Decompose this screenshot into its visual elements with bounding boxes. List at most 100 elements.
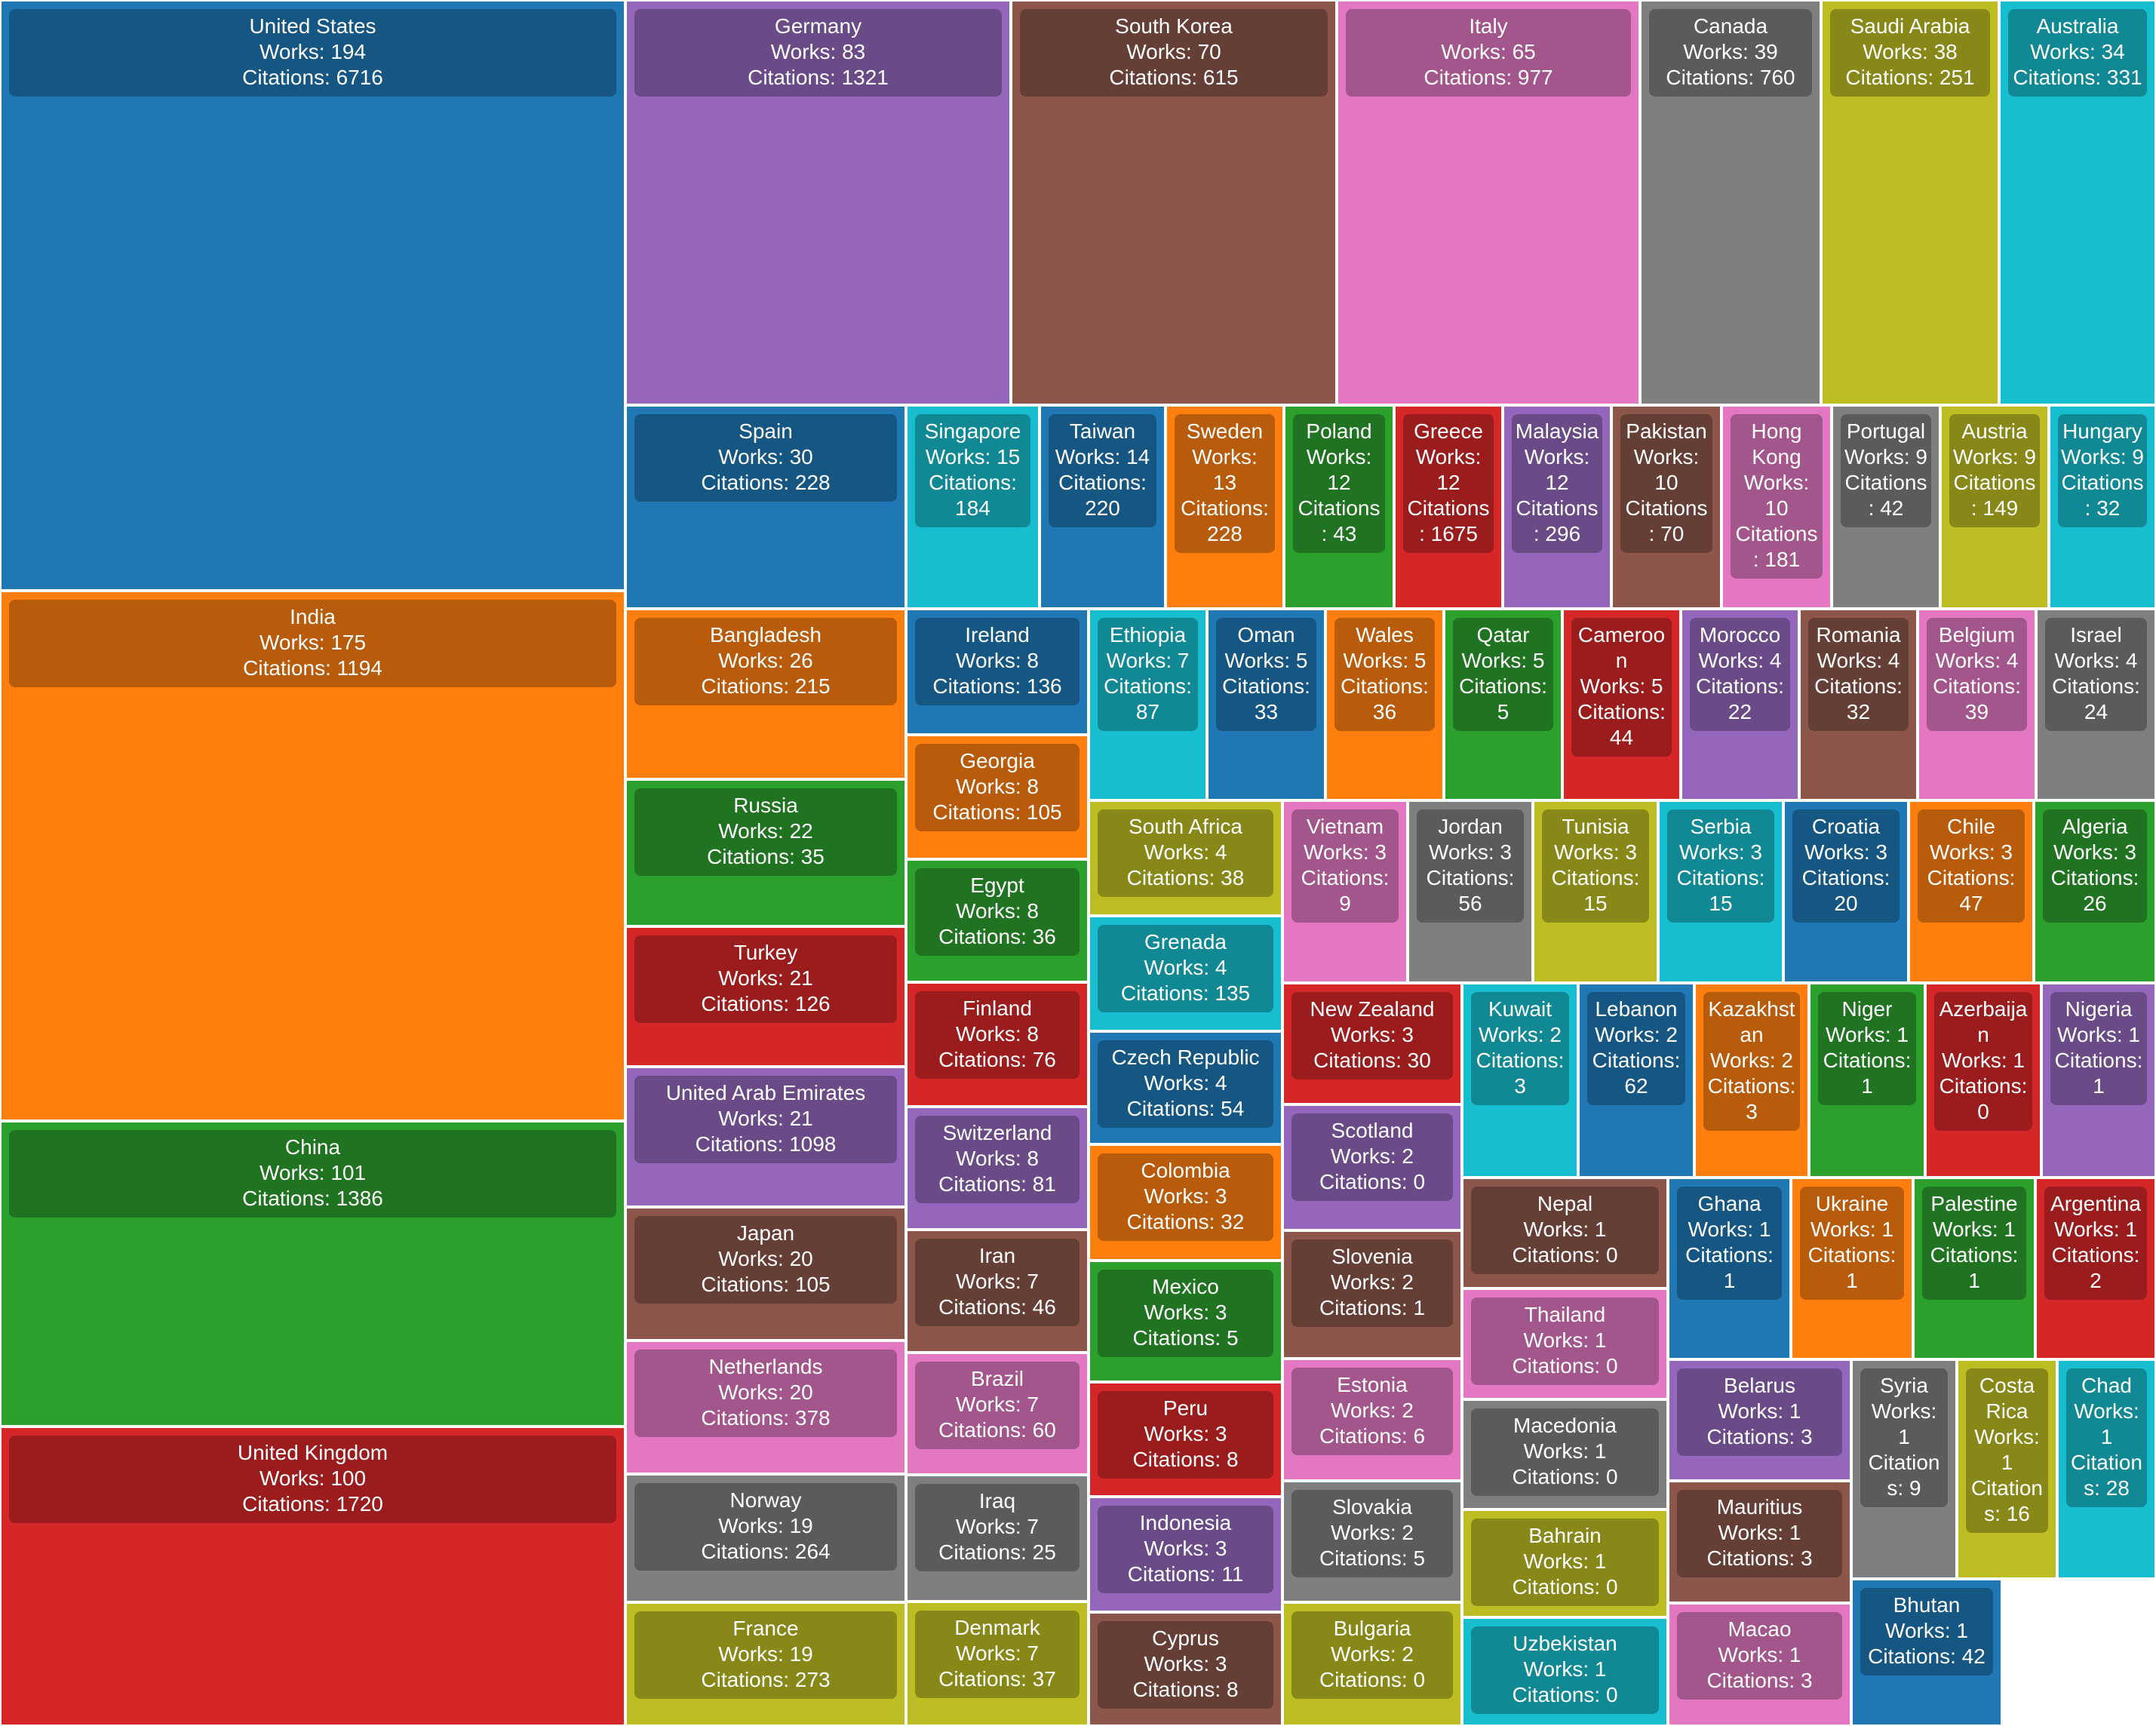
tile-estonia[interactable]: Estonia Works: 2 Citations: 6 <box>1282 1359 1462 1481</box>
tile-bulgaria[interactable]: Bulgaria Works: 2 Citations: 0 <box>1282 1602 1462 1726</box>
tile-belgium[interactable]: Belgium Works: 4 Citations: 39 <box>1918 609 2036 800</box>
country-name: Ukraine <box>1815 1192 1889 1215</box>
tile-sweden[interactable]: Sweden Works: 13 Citations: 228 <box>1166 405 1284 609</box>
tile-malaysia[interactable]: Malaysia Works: 12 Citations: 296 <box>1503 405 1611 609</box>
tile-argentina[interactable]: Argentina Works: 1 Citations: 2 <box>2035 1178 2156 1359</box>
tile-nigeria[interactable]: Nigeria Works: 1 Citations: 1 <box>2041 983 2156 1178</box>
tile-uzbekistan[interactable]: Uzbekistan Works: 1 Citations: 0 <box>1462 1617 1668 1726</box>
tile-lebanon[interactable]: Lebanon Works: 2 Citations: 62 <box>1578 983 1694 1178</box>
tile-turkey[interactable]: Turkey Works: 21 Citations: 126 <box>625 926 906 1067</box>
tile-qatar[interactable]: Qatar Works: 5 Citations: 5 <box>1444 609 1562 800</box>
tile-pakistan[interactable]: Pakistan Works: 10 Citations: 70 <box>1611 405 1721 609</box>
tile-ukraine[interactable]: Ukraine Works: 1 Citations: 1 <box>1791 1178 1913 1359</box>
tile-greece[interactable]: Greece Works: 12 Citations: 1675 <box>1394 405 1503 609</box>
tile-brazil[interactable]: Brazil Works: 7 Citations: 60 <box>906 1353 1089 1475</box>
tile-new-zealand[interactable]: New Zealand Works: 3 Citations: 30 <box>1282 983 1462 1104</box>
tile-cyprus[interactable]: Cyprus Works: 3 Citations: 8 <box>1089 1612 1282 1726</box>
tile-czech-republic[interactable]: Czech Republic Works: 4 Citations: 54 <box>1089 1031 1282 1144</box>
tile-algeria[interactable]: Algeria Works: 3 Citations: 26 <box>2034 800 2156 983</box>
tile-tunisia[interactable]: Tunisia Works: 3 Citations: 15 <box>1533 800 1658 983</box>
tile-mexico[interactable]: Mexico Works: 3 Citations: 5 <box>1089 1261 1282 1382</box>
tile-kazakhstan[interactable]: Kazakhstan Works: 2 Citations: 3 <box>1694 983 1809 1178</box>
tile-macao[interactable]: Macao Works: 1 Citations: 3 <box>1668 1603 1851 1726</box>
tile-cameroon[interactable]: Cameroon Works: 5 Citations: 44 <box>1562 609 1681 800</box>
tile-niger[interactable]: Niger Works: 1 Citations: 1 <box>1809 983 1925 1178</box>
tile-colombia[interactable]: Colombia Works: 3 Citations: 32 <box>1089 1144 1282 1261</box>
tile-serbia[interactable]: Serbia Works: 3 Citations: 15 <box>1658 800 1783 983</box>
tile-hungary[interactable]: Hungary Works: 9 Citations: 32 <box>2049 405 2156 609</box>
tile-united-states[interactable]: United States Works: 194 Citations: 6716 <box>0 0 625 591</box>
tile-united-arab-emirates[interactable]: United Arab Emirates Works: 21 Citations: … <box>625 1067 906 1207</box>
works-value: Works: 3 <box>1554 840 1637 864</box>
tile-nepal[interactable]: Nepal Works: 1 Citations: 0 <box>1462 1178 1668 1288</box>
tile-taiwan[interactable]: Taiwan Works: 14 Citations: 220 <box>1040 405 1166 609</box>
tile-bahrain[interactable]: Bahrain Works: 1 Citations: 0 <box>1462 1509 1668 1617</box>
works-value: Works: 3 <box>1679 840 1762 864</box>
tile-vietnam[interactable]: Vietnam Works: 3 Citations: 9 <box>1282 800 1408 983</box>
tile-thailand[interactable]: Thailand Works: 1 Citations: 0 <box>1462 1288 1668 1399</box>
tile-saudi-arabia[interactable]: Saudi Arabia Works: 38 Citations: 251 <box>1821 0 1999 405</box>
tile-costa-rica[interactable]: Costa Rica Works: 1 Citations: 16 <box>1957 1359 2057 1579</box>
tile-palestine[interactable]: Palestine Works: 1 Citations: 1 <box>1913 1178 2035 1359</box>
tile-belarus[interactable]: Belarus Works: 1 Citations: 3 <box>1668 1359 1851 1481</box>
tile-russia[interactable]: Russia Works: 22 Citations: 35 <box>625 779 906 926</box>
tile-india[interactable]: India Works: 175 Citations: 1194 <box>0 591 625 1121</box>
tile-china[interactable]: China Works: 101 Citations: 1386 <box>0 1121 625 1427</box>
tile-peru[interactable]: Peru Works: 3 Citations: 8 <box>1089 1382 1282 1497</box>
tile-portugal[interactable]: Portugal Works: 9 Citations: 42 <box>1832 405 1940 609</box>
tile-morocco[interactable]: Morocco Works: 4 Citations: 22 <box>1681 609 1799 800</box>
tile-kuwait[interactable]: Kuwait Works: 2 Citations: 3 <box>1462 983 1578 1178</box>
tile-south-africa[interactable]: South Africa Works: 4 Citations: 38 <box>1089 800 1282 916</box>
tile-canada[interactable]: Canada Works: 39 Citations: 760 <box>1640 0 1821 405</box>
tile-scotland[interactable]: Scotland Works: 2 Citations: 0 <box>1282 1104 1462 1230</box>
tile-japan[interactable]: Japan Works: 20 Citations: 105 <box>625 1207 906 1341</box>
tile-south-korea[interactable]: South Korea Works: 70 Citations: 615 <box>1011 0 1337 405</box>
citations-value: Citations: 264 <box>701 1540 831 1563</box>
tile-egypt[interactable]: Egypt Works: 8 Citations: 36 <box>906 859 1089 982</box>
tile-iraq[interactable]: Iraq Works: 7 Citations: 25 <box>906 1475 1089 1602</box>
tile-slovenia[interactable]: Slovenia Works: 2 Citations: 1 <box>1282 1230 1462 1359</box>
tile-slovakia[interactable]: Slovakia Works: 2 Citations: 5 <box>1282 1481 1462 1602</box>
tile-iran[interactable]: Iran Works: 7 Citations: 46 <box>906 1230 1089 1353</box>
tile-poland[interactable]: Poland Works: 12 Citations: 43 <box>1284 405 1394 609</box>
tile-australia[interactable]: Australia Works: 34 Citations: 331 <box>1999 0 2156 405</box>
tile-oman[interactable]: Oman Works: 5 Citations: 33 <box>1207 609 1325 800</box>
tile-indonesia[interactable]: Indonesia Works: 3 Citations: 11 <box>1089 1497 1282 1612</box>
tile-chad[interactable]: Chad Works: 1 Citations: 28 <box>2057 1359 2156 1579</box>
works-value: Works: 10 <box>1743 471 1810 520</box>
tile-netherlands[interactable]: Netherlands Works: 20 Citations: 378 <box>625 1341 906 1474</box>
tile-mauritius[interactable]: Mauritius Works: 1 Citations: 3 <box>1668 1481 1851 1603</box>
tile-jordan[interactable]: Jordan Works: 3 Citations: 56 <box>1408 800 1533 983</box>
tile-bangladesh[interactable]: Bangladesh Works: 26 Citations: 215 <box>625 609 906 779</box>
tile-syria[interactable]: Syria Works: 1 Citations: 9 <box>1851 1359 1957 1579</box>
tile-romania[interactable]: Romania Works: 4 Citations: 32 <box>1799 609 1918 800</box>
tile-chile[interactable]: Chile Works: 3 Citations: 47 <box>1909 800 2034 983</box>
tile-ghana[interactable]: Ghana Works: 1 Citations: 1 <box>1668 1178 1791 1359</box>
tile-ethiopia[interactable]: Ethiopia Works: 7 Citations: 87 <box>1089 609 1207 800</box>
tile-grenada[interactable]: Grenada Works: 4 Citations: 135 <box>1089 916 1282 1031</box>
tile-italy[interactable]: Italy Works: 65 Citations: 977 <box>1337 0 1640 405</box>
country-name: Mauritius <box>1716 1495 1803 1519</box>
tile-germany[interactable]: Germany Works: 83 Citations: 1321 <box>625 0 1011 405</box>
tile-singapore[interactable]: Singapore Works: 15 Citations: 184 <box>906 405 1040 609</box>
tile-label: Slovakia Works: 2 Citations: 5 <box>1291 1490 1453 1577</box>
tile-bhutan[interactable]: Bhutan Works: 1 Citations: 42 <box>1851 1579 2002 1726</box>
tile-hong-kong[interactable]: Hong Kong Works: 10 Citations: 181 <box>1721 405 1832 609</box>
tile-finland[interactable]: Finland Works: 8 Citations: 76 <box>906 982 1089 1107</box>
tile-ireland[interactable]: Ireland Works: 8 Citations: 136 <box>906 609 1089 735</box>
tile-switzerland[interactable]: Switzerland Works: 8 Citations: 81 <box>906 1107 1089 1230</box>
tile-norway[interactable]: Norway Works: 19 Citations: 264 <box>625 1474 906 1602</box>
works-value: Works: 3 <box>1144 1652 1227 1675</box>
tile-united-kingdom[interactable]: United Kingdom Works: 100 Citations: 1720 <box>0 1427 625 1726</box>
tile-azerbaijan[interactable]: Azerbaijan Works: 1 Citations: 0 <box>1925 983 2041 1178</box>
tile-croatia[interactable]: Croatia Works: 3 Citations: 20 <box>1783 800 1909 983</box>
tile-georgia[interactable]: Georgia Works: 8 Citations: 105 <box>906 735 1089 859</box>
tile-spain[interactable]: Spain Works: 30 Citations: 228 <box>625 405 906 609</box>
citations-value: Citations: 33 <box>1222 674 1310 723</box>
tile-wales[interactable]: Wales Works: 5 Citations: 36 <box>1325 609 1444 800</box>
tile-denmark[interactable]: Denmark Works: 7 Citations: 37 <box>906 1602 1089 1726</box>
tile-macedonia[interactable]: Macedonia Works: 1 Citations: 0 <box>1462 1399 1668 1509</box>
tile-israel[interactable]: Israel Works: 4 Citations: 24 <box>2036 609 2156 800</box>
tile-france[interactable]: France Works: 19 Citations: 273 <box>625 1602 906 1726</box>
tile-austria[interactable]: Austria Works: 9 Citations: 149 <box>1940 405 2049 609</box>
